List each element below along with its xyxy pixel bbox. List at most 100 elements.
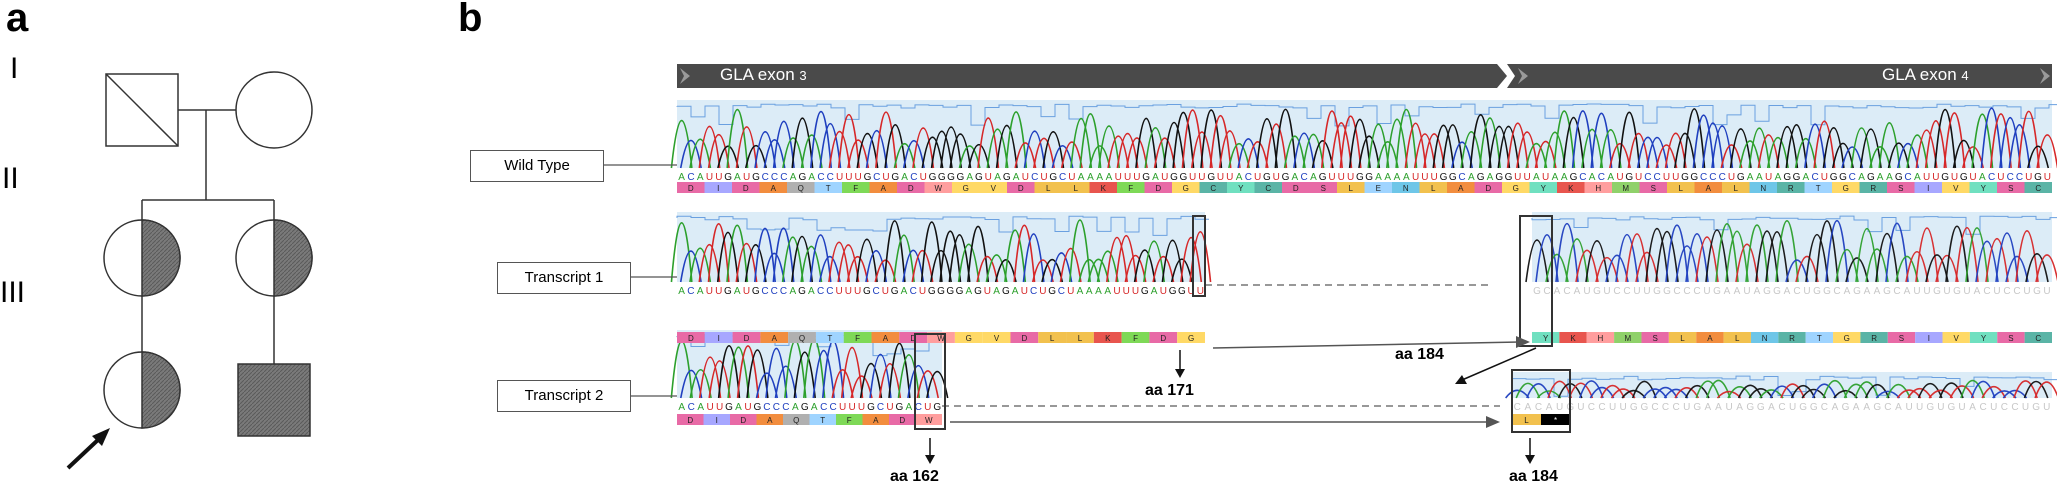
trace-peak (847, 139, 870, 169)
trace-peak (1050, 252, 1073, 283)
base-letter: U (1620, 402, 1627, 413)
base-letter: U (1937, 402, 1944, 413)
aa-cell (1887, 332, 1916, 343)
trace-peak (1675, 245, 1699, 283)
trace-peak (1757, 134, 1780, 169)
aa-cell (1860, 332, 1888, 343)
aa-letter: L (1735, 334, 1740, 343)
base-letter: A (1152, 172, 1159, 183)
base-letter: G (1926, 402, 1934, 413)
base-letter: C (1719, 172, 1726, 183)
base-letter: G (725, 402, 733, 413)
trace-peak (1283, 135, 1306, 169)
trace-peak (1358, 135, 1381, 169)
aa-cell (1364, 182, 1392, 193)
base-letter: C (1673, 286, 1680, 297)
base-letter: U (1187, 286, 1194, 297)
base-letter: G (724, 172, 732, 183)
aa-letter: D (1485, 184, 1491, 193)
base-letter: C (773, 402, 780, 413)
aa-letter: S (1898, 184, 1903, 193)
aa-cell (1997, 182, 2025, 193)
trace-peak (1478, 117, 1501, 169)
base-letter: C (2013, 286, 2020, 297)
aa-letter: M (1622, 184, 1629, 193)
trace-peak (2023, 380, 2049, 399)
trace-peak (2005, 255, 2029, 283)
base-letter: A (1561, 172, 1568, 183)
base-letter: A (1914, 172, 1921, 183)
generation-label-I: I (10, 52, 19, 85)
trace-peak (1562, 116, 1585, 169)
trace-peak (1715, 223, 1739, 283)
trace-peak (1878, 122, 1901, 169)
base-letter: A (1468, 172, 1475, 183)
trace-peak (1181, 109, 1204, 169)
aa-cell (2024, 332, 2052, 343)
aa-letter: F (1133, 334, 1138, 343)
trace-peak (1711, 125, 1734, 169)
aa-cell (1199, 182, 1227, 193)
base-letter: U (920, 172, 927, 183)
trace-peak (1078, 259, 1101, 283)
base-letter: G (799, 172, 807, 183)
trace-peak (1059, 247, 1082, 283)
trace-peak (1568, 382, 1594, 399)
trace-peak (1228, 143, 1251, 169)
trace-peak (1516, 131, 1539, 169)
aa-letter: D (743, 184, 749, 193)
trace-peak (1180, 236, 1203, 283)
base-letter: G (754, 402, 762, 413)
base-letter: U (1514, 172, 1521, 183)
base-letter: G (1823, 286, 1831, 297)
base-letter: C (2003, 286, 2010, 297)
trace-peak (1144, 127, 1167, 169)
trace-peak (793, 351, 816, 399)
aa-cell (1914, 182, 1942, 193)
aa-cell (1541, 414, 1570, 425)
trace-peak (1905, 250, 1929, 283)
base-letter: A (1736, 402, 1743, 413)
transcript1-trace-right (1525, 212, 2057, 283)
trace-peak (859, 362, 883, 399)
trace-peak (967, 144, 990, 169)
base-letter: G (752, 286, 760, 297)
trace-peak (1367, 123, 1390, 169)
trace-peak (1999, 116, 2022, 169)
affected-male-III2 (237, 363, 311, 437)
base-letter: G (1783, 172, 1791, 183)
base-letter: A (1106, 172, 1113, 183)
trace-peak (1579, 380, 1604, 399)
aa-cell (759, 182, 787, 193)
wild-type-trace (670, 100, 2057, 169)
aa-letter: K (1105, 334, 1111, 343)
aa-cell (1997, 332, 2025, 343)
trace-peak (781, 236, 804, 283)
trace-peak (679, 369, 703, 399)
base-letter: G (1169, 286, 1177, 297)
base-letter: A (1077, 286, 1084, 297)
base-letter: U (1115, 172, 1122, 183)
base-letter: G (1693, 402, 1701, 413)
trace-peak (1096, 250, 1119, 283)
base-letter: A (1151, 286, 1158, 297)
base-letter: G (1477, 172, 1485, 183)
base-letter: C (782, 402, 789, 413)
aa-cell (1144, 182, 1172, 193)
trace-peak (1822, 379, 1848, 399)
trace-peak (916, 370, 939, 399)
base-letter: G (1570, 172, 1578, 183)
aa-cell (1034, 182, 1062, 193)
trace-peak (708, 360, 731, 399)
aa-letter: D (899, 416, 905, 425)
base-letter: U (715, 286, 722, 297)
trace-peak (1190, 131, 1213, 169)
trace-peak (1924, 120, 1947, 169)
trace-peak (1794, 137, 1817, 169)
base-letter: G (946, 286, 954, 297)
aa-letter: T (827, 334, 832, 343)
trace-peak (2013, 380, 2038, 399)
aa-letter: F (847, 416, 852, 425)
